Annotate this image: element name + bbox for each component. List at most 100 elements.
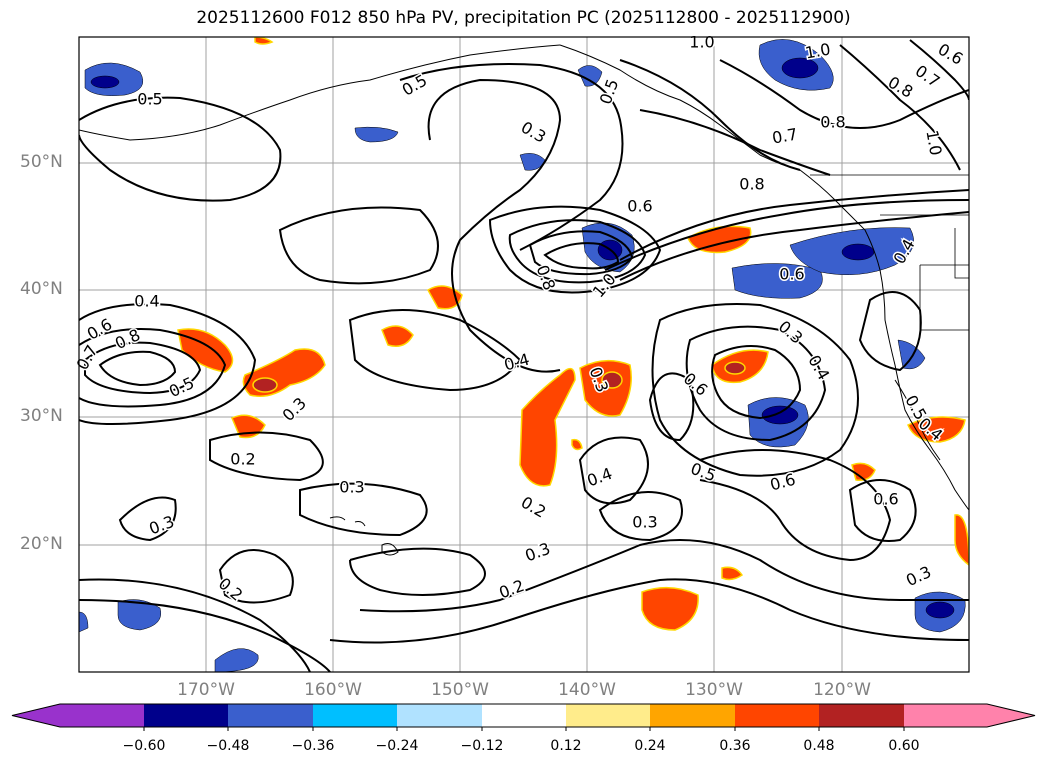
- contour-line: [699, 449, 892, 562]
- contour-line: [329, 578, 969, 644]
- alaska-coast: [559, 44, 801, 171]
- colorbar-label: 0.48: [803, 738, 835, 754]
- contour-label: 0.3: [279, 394, 310, 425]
- contour-line: [543, 242, 620, 270]
- contour-label: 0.3: [146, 512, 176, 539]
- contour-line: [508, 219, 647, 284]
- pos-blob: [519, 367, 576, 487]
- contour-line: [619, 189, 969, 261]
- contour-label: 0.8: [820, 113, 845, 132]
- contour-line: [648, 372, 695, 442]
- pos-core: [601, 371, 623, 389]
- contour-label: 0.8: [739, 175, 764, 194]
- map-title: 2025112600 F012 850 hPa PV, precipitatio…: [196, 8, 851, 28]
- us-coast: [879, 269, 969, 511]
- neg-core: [925, 601, 955, 619]
- pv-contours: [79, 39, 969, 672]
- lon-label-150w: 150°W: [431, 680, 489, 700]
- contour-line: [278, 206, 439, 285]
- contour-label: 1.0: [689, 33, 714, 52]
- pos-blob: [254, 37, 274, 45]
- contour-line: [79, 599, 331, 672]
- positive-precip-regions: [177, 37, 969, 631]
- contour-line: [218, 549, 294, 604]
- contour-label: 0.6: [680, 369, 712, 400]
- neg-blob: [731, 263, 823, 299]
- contour-line: [719, 59, 969, 129]
- neg-blob: [577, 65, 603, 87]
- contour-label: 0.3: [903, 562, 934, 590]
- colorbar-label: −0.12: [460, 738, 504, 754]
- contour-line: [399, 63, 624, 251]
- map-frame: [78, 36, 970, 673]
- colorbar-label: −0.36: [291, 738, 335, 754]
- neg-core: [90, 75, 120, 89]
- contour-line: [651, 303, 859, 477]
- contour-label: 0.5: [399, 71, 431, 100]
- colorbar-label: 0.36: [719, 738, 751, 754]
- aleutian-coast: [79, 44, 561, 141]
- contour-label: 0.4: [584, 464, 614, 491]
- lon-label-160w: 160°W: [304, 680, 362, 700]
- neg-blob: [79, 611, 89, 633]
- contour-line: [349, 547, 486, 596]
- contour-line: [79, 578, 311, 672]
- pos-core: [724, 361, 746, 375]
- contour-label: 0.4: [804, 352, 833, 384]
- contour-label: 0.2: [230, 450, 255, 469]
- contour-line: [685, 325, 827, 442]
- contour-line: [848, 479, 917, 542]
- neg-core: [781, 57, 819, 79]
- lon-label-140w: 140°W: [558, 680, 616, 700]
- lon-label-170w: 170°W: [177, 680, 235, 700]
- contour-label: 0.3: [775, 317, 807, 348]
- contour-line: [79, 303, 257, 425]
- contour-line: [359, 539, 969, 613]
- pos-blob: [851, 462, 876, 482]
- contour-label: 0.5: [137, 90, 162, 109]
- contour-line: [79, 328, 227, 408]
- pos-core: [252, 377, 278, 393]
- contour-label: 1.0: [804, 39, 832, 62]
- lon-label-120w: 120°W: [813, 680, 871, 700]
- contour-label: 0.3: [339, 478, 364, 497]
- contour-label: 1.0: [922, 129, 945, 157]
- contour-line: [711, 345, 802, 420]
- coastlines: [79, 44, 969, 556]
- contour-label: 0.6: [627, 197, 652, 216]
- contour-label: 0.4: [502, 350, 532, 375]
- contour-label: 0.7: [73, 342, 102, 374]
- contour-line: [578, 436, 649, 505]
- contour-labels: 0.5 0.5 0.3 0.5 1.0 1.0 0.6 0.8 0.7 0.7 0.8 1.0 0.8 0…: [71, 31, 968, 606]
- contour-label: 0.3: [518, 118, 550, 147]
- contour-line: [909, 39, 969, 101]
- state-border: [919, 264, 969, 331]
- lon-label-130w: 130°W: [685, 680, 743, 700]
- neg-blob: [354, 126, 399, 143]
- contour-label: 0.8: [885, 73, 917, 102]
- contour-line: [488, 205, 662, 294]
- neg-core: [841, 243, 875, 261]
- contour-line: [79, 96, 282, 202]
- contour-line: [98, 350, 177, 387]
- pos-blob: [641, 586, 699, 631]
- contour-label: 0.6: [779, 265, 804, 284]
- colorbar-label: −0.48: [206, 738, 250, 754]
- contour-label: 0.5: [596, 76, 623, 106]
- bc-coast: [799, 169, 881, 271]
- neg-blob: [897, 339, 926, 370]
- contour-label: 0.3: [632, 513, 657, 532]
- contour-line: [348, 309, 522, 392]
- pos-blob: [571, 438, 583, 451]
- lat-label-50n: 50°N: [20, 152, 63, 172]
- contour-line: [619, 59, 801, 171]
- contour-label: 0.2: [518, 493, 550, 522]
- contour-line: [858, 291, 922, 372]
- lat-label-20n: 20°N: [20, 534, 63, 554]
- pos-blob: [954, 514, 969, 566]
- pos-blob: [426, 285, 463, 310]
- colorbar-label: −0.60: [122, 738, 166, 754]
- contour-label: 0.7: [771, 124, 799, 147]
- contour-line: [639, 109, 831, 176]
